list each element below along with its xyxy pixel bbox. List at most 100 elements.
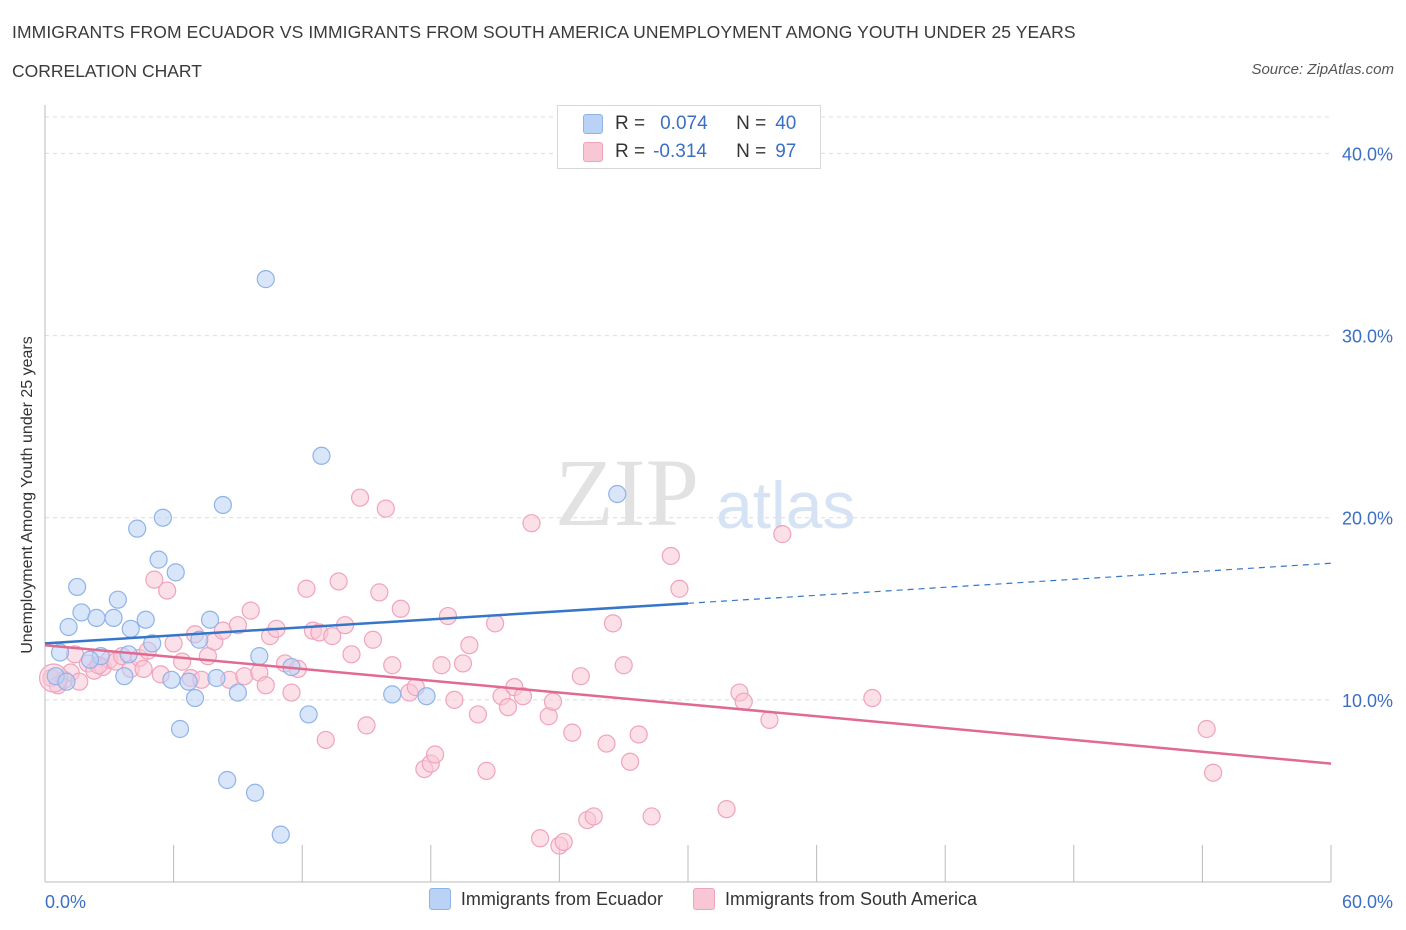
ecuador-point [213,495,232,515]
south-america-point [432,656,451,675]
correlation-legend: R = 0.074 N = 40 R = -0.314 N = 97 [557,105,821,169]
n-label: N = [736,141,767,162]
ecuador-point [59,617,78,637]
ecuador-r-value: 0.074 [660,113,708,134]
ecuador-point [121,619,140,638]
south-america-legend-label: Immigrants from South America [724,888,978,909]
ecuador-n-value: 40 [775,113,797,134]
ecuador-point [256,270,275,289]
watermark: ZIP atlas [555,439,855,546]
ecuador-swatch [583,114,603,134]
ecuador-point [162,670,181,689]
y-tick-label: 20.0% [1342,509,1393,529]
south-america-point [863,688,882,708]
south-america-point [661,546,680,566]
south-america-point [717,800,736,819]
south-america-point [468,705,488,724]
ecuador-point [185,688,205,708]
legend-row-ecuador: R = 0.074 N = 40 [558,110,796,138]
watermark-zip: ZIP [555,439,699,546]
south-america-point [543,692,563,711]
south-america-point [629,725,648,744]
south-america-point [316,730,335,750]
ecuador-legend-swatch [428,888,451,910]
south-america-point [363,630,383,649]
south-america-point [1204,763,1223,782]
south-america-point [329,572,348,591]
south-america-point [554,832,573,852]
south-america-point [158,581,177,600]
source-label: Source: ZipAtlas.com [1251,61,1394,78]
ecuador-point [250,647,269,666]
ecuador-point [104,608,123,627]
south-america-point [228,616,247,635]
y-tick-label: 40.0% [1342,144,1393,164]
x-tick-label-max: 60.0% [1342,892,1393,912]
south-america-point [760,710,779,729]
south-america-point [584,807,603,826]
south-america-point [1197,719,1216,739]
south-america-point [376,499,395,518]
south-america-n-value: 97 [775,141,797,162]
south-america-point [241,601,260,620]
south-america-point [445,690,464,709]
south-america-point [370,583,389,602]
ecuador-point [417,687,436,706]
ecuador-point [68,577,87,597]
south-america-point [134,659,153,678]
ecuador-trend-extension [687,562,1332,604]
south-america-point [282,683,301,702]
ecuador-point [149,550,168,569]
south-america-point [425,745,445,764]
ecuador-trend-line [44,602,689,645]
y-axis-label: Unemployment Among Youth under 25 years [19,336,36,654]
south-america-point [670,579,689,598]
ecuador-point [312,446,331,465]
chart-subtitle: CORRELATION CHART [12,61,202,81]
tick-labels: 10.0% 20.0% 30.0% 40.0% 0.0% 60.0% [45,144,1393,912]
chart-title: IMMIGRANTS FROM ECUADOR VS IMMIGRANTS FR… [12,22,1076,42]
ecuador-legend-label: Immigrants from Ecuador [460,888,663,909]
legend-row-south-america: R = -0.314 N = 97 [558,138,796,166]
axes [44,105,1332,883]
south-america-point [621,752,640,771]
ecuador-point [218,770,237,790]
legend-item-ecuador[interactable]: Immigrants from Ecuador [428,888,663,910]
legend-item-south-america[interactable]: Immigrants from South America [692,888,978,910]
trend-lines [44,562,1332,765]
series-ecuador-points [46,270,627,844]
r-label: R = [615,141,646,162]
south-america-point [773,525,792,544]
south-america-r-value: -0.314 [653,141,707,162]
south-america-point [173,652,192,671]
south-america-point [350,488,370,507]
grid-lines [45,116,1331,701]
south-america-point [498,698,518,717]
south-america-point [383,656,402,675]
ecuador-point [115,667,134,686]
ecuador-point [228,683,247,702]
south-america-point [342,645,361,664]
south-america-point [256,676,275,695]
ecuador-point [57,672,76,691]
y-tick-label: 30.0% [1342,327,1393,347]
south-america-legend-swatch [692,888,715,910]
south-america-point [642,807,661,826]
south-america-swatch [583,142,603,162]
south-america-point [734,692,753,711]
south-america-point [460,636,479,655]
south-america-point [438,606,458,626]
south-america-point [235,667,254,686]
south-america-point [391,599,410,618]
ecuador-point [245,783,265,802]
south-america-point [486,614,505,633]
ecuador-point [50,643,70,662]
south-america-point [603,614,623,633]
n-label: N = [736,113,767,134]
ecuador-point [179,672,198,691]
ecuador-point [128,519,147,538]
south-america-point [323,627,342,646]
south-america-point [614,656,633,675]
ecuador-point [170,719,190,739]
